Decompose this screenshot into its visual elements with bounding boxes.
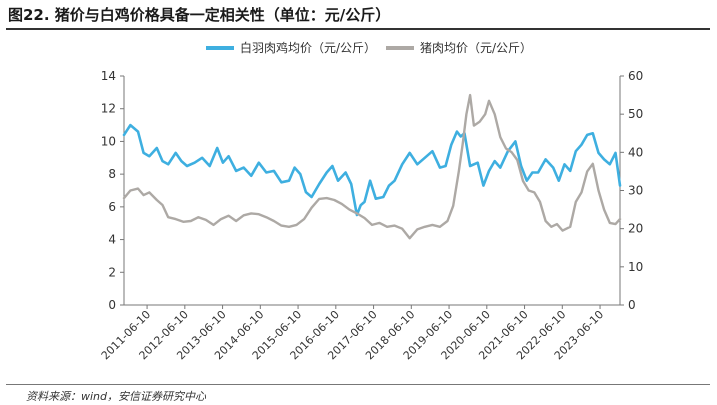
chart-title: 图22. 猪价与白鸡价格具备一定相关性（单位：元/公斤） [8,6,391,24]
y-right-tick-label: 50 [628,107,643,121]
y-right-tick-label: 20 [628,222,643,236]
series-line-2 [122,93,622,240]
y-left-tick-label: 0 [108,298,116,312]
y-left-tick-label: 10 [101,134,116,148]
y-right-tick-label: 10 [628,260,643,274]
footer-divider [6,384,710,385]
source-note: 资料来源：wind，安信证券研究中心 [26,390,207,403]
line-chart: 白羽肉鸡均价（元/公斤） 猪肉均价（元/公斤） 0 2 4 6 8 10 12 14 0 10 20 3… [99,40,643,362]
y-right-tick-label: 0 [628,298,636,312]
y-right-tick-label: 30 [628,184,643,198]
y-left-tick-label: 4 [108,233,116,247]
y-right-tick-label: 40 [628,145,643,159]
y-left-tick-label: 8 [108,167,116,181]
title-divider [6,28,710,30]
series-layer [122,93,622,240]
y-left-tick-label: 12 [101,102,116,116]
legend-label-1: 白羽肉鸡均价（元/公斤） [240,40,376,55]
legend: 白羽肉鸡均价（元/公斤） 猪肉均价（元/公斤） [206,40,532,55]
y-left-tick-label: 6 [108,200,116,214]
y-right-tick-label: 60 [628,69,643,83]
y-left-tick-label: 14 [101,69,116,83]
series-line-1 [122,123,622,217]
legend-label-2: 猪肉均价（元/公斤） [420,41,532,55]
y-left-tick-label: 2 [108,265,116,279]
axes: 0246810121401020304050602011-06-102012-0… [99,69,643,362]
